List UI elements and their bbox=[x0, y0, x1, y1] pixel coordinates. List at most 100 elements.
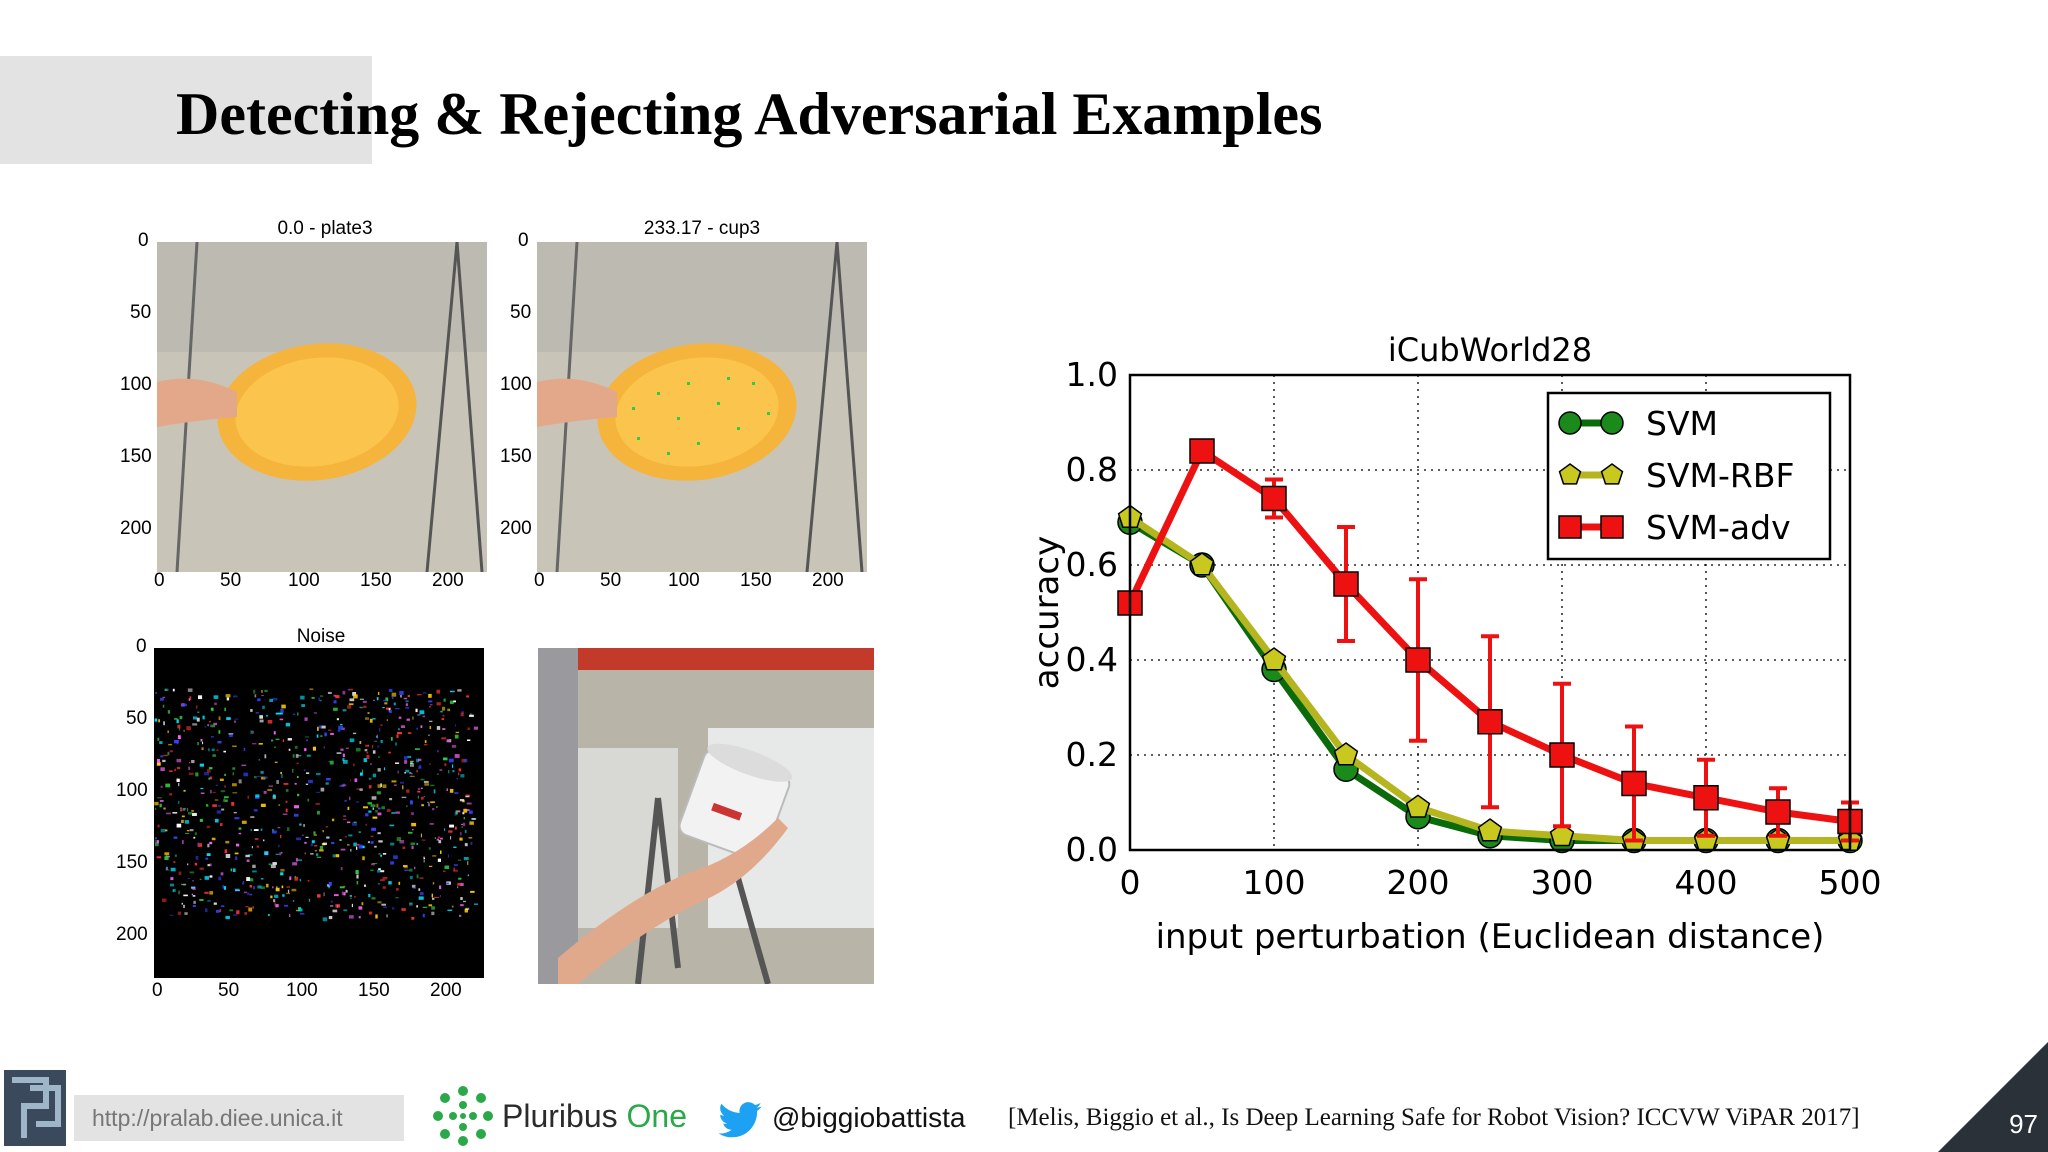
chart-ticks: 0 100 200 300 400 500 0.0 0.2 0.4 0.6 0.8 1.0 bbox=[1066, 355, 1880, 902]
company-name-part2: One bbox=[626, 1098, 687, 1134]
series-svm-adv bbox=[1117, 438, 1863, 843]
ytick: 150 bbox=[116, 852, 148, 873]
x-tick-label: 300 bbox=[1531, 863, 1594, 902]
data-point bbox=[1558, 463, 1582, 485]
image-noise-canvas bbox=[154, 648, 484, 978]
xtick: 100 bbox=[668, 570, 700, 591]
data-point bbox=[1405, 647, 1431, 673]
x-tick-label: 200 bbox=[1387, 863, 1450, 902]
data-point bbox=[1558, 515, 1582, 539]
pluribus-one-logo-text: Pluribus One bbox=[502, 1098, 687, 1135]
chart-ylabel: accuracy bbox=[1027, 536, 1067, 689]
y-tick-label: 0.8 bbox=[1066, 450, 1118, 489]
image-noise: Noise 0 50 100 150 200 0 50 100 150 200 bbox=[116, 626, 496, 1006]
chart-xlabel: input perturbation (Euclidean distance) bbox=[1156, 917, 1825, 957]
citation: [Melis, Biggio et al., Is Deep Learning … bbox=[1008, 1104, 1860, 1131]
ytick: 0 bbox=[518, 230, 529, 251]
data-point bbox=[1600, 463, 1624, 485]
ytick: 50 bbox=[510, 302, 532, 323]
data-point bbox=[1189, 438, 1215, 464]
data-point bbox=[1621, 770, 1647, 797]
xtick: 150 bbox=[358, 980, 390, 1001]
xtick: 200 bbox=[432, 570, 464, 591]
ytick: 50 bbox=[130, 302, 152, 323]
y-tick-label: 1.0 bbox=[1066, 355, 1118, 394]
xtick: 50 bbox=[220, 570, 242, 591]
ytick: 150 bbox=[500, 446, 532, 467]
data-point bbox=[1189, 552, 1215, 576]
ytick: 0 bbox=[136, 636, 147, 657]
x-tick-label: 100 bbox=[1243, 863, 1306, 902]
image-robot-cup bbox=[538, 648, 874, 984]
page-number: 97 bbox=[2009, 1109, 2038, 1139]
y-tick-label: 0.4 bbox=[1066, 640, 1118, 679]
data-point bbox=[1600, 411, 1624, 435]
ytick: 200 bbox=[120, 518, 152, 539]
xtick: 0 bbox=[154, 570, 165, 591]
legend-label: SVM bbox=[1646, 404, 1718, 443]
x-tick-label: 400 bbox=[1675, 863, 1738, 902]
xtick: 150 bbox=[740, 570, 772, 591]
ytick: 100 bbox=[116, 780, 148, 801]
chart-title: iCubWorld28 bbox=[1388, 331, 1592, 369]
image-plate-clean-canvas bbox=[157, 242, 487, 572]
ytick: 150 bbox=[120, 446, 152, 467]
data-point bbox=[1549, 822, 1575, 847]
chart-legend: SVM SVM-RBF SVM-adv bbox=[1546, 391, 1832, 561]
ytick: 200 bbox=[116, 924, 148, 945]
accuracy-chart: 0 100 200 300 400 500 0.0 0.2 0.4 0.6 0.8 1.0 iCubW… bbox=[1027, 331, 1880, 957]
data-point bbox=[1261, 647, 1287, 671]
image-plate-clean: 0.0 - plate3 0 50 100 150 200 0 50 100 1… bbox=[120, 218, 500, 598]
legend-item-svm-adv: SVM-adv bbox=[1558, 508, 1791, 547]
title-band bbox=[0, 56, 372, 164]
chart-frame bbox=[1128, 373, 1852, 852]
twitter-handle[interactable]: @biggiobattista bbox=[772, 1102, 966, 1133]
image-plate-clean-title: 0.0 - plate3 bbox=[277, 218, 373, 239]
legend-label: SVM-RBF bbox=[1646, 456, 1794, 495]
xtick: 50 bbox=[218, 980, 240, 1001]
data-point bbox=[1693, 785, 1719, 811]
slide-title: Detecting & Rejecting Adversarial Exampl… bbox=[176, 81, 1323, 147]
image-plate-adversarial: 233.17 - cup3 0 50 100 150 200 0 50 100 … bbox=[500, 218, 880, 598]
chart-series bbox=[1117, 438, 1863, 854]
pluribus-one-logo-icon bbox=[433, 1086, 493, 1146]
pralab-logo bbox=[4, 1070, 66, 1146]
data-point bbox=[1405, 794, 1431, 818]
xtick: 100 bbox=[286, 980, 318, 1001]
ytick: 200 bbox=[500, 518, 532, 539]
data-point bbox=[1477, 709, 1503, 735]
y-tick-label: 0.0 bbox=[1066, 830, 1118, 869]
twitter-icon bbox=[718, 1102, 762, 1138]
xtick: 50 bbox=[600, 570, 622, 591]
data-point bbox=[1261, 485, 1287, 512]
legend-label: SVM-adv bbox=[1646, 508, 1791, 547]
y-tick-label: 0.6 bbox=[1066, 545, 1118, 584]
data-point bbox=[1558, 411, 1582, 435]
data-point bbox=[1765, 799, 1791, 825]
legend-item-svm: SVM bbox=[1558, 404, 1718, 443]
xtick: 0 bbox=[152, 980, 163, 1001]
ytick: 0 bbox=[138, 230, 149, 251]
xtick: 200 bbox=[812, 570, 844, 591]
x-tick-label: 500 bbox=[1819, 863, 1881, 902]
xtick: 0 bbox=[534, 570, 545, 591]
x-tick-label: 0 bbox=[1120, 863, 1141, 902]
company-name-part1: Pluribus bbox=[502, 1098, 627, 1134]
data-point bbox=[1333, 742, 1359, 766]
y-tick-label: 0.2 bbox=[1066, 735, 1118, 774]
data-point bbox=[1600, 515, 1624, 539]
xtick: 100 bbox=[288, 570, 320, 591]
footer-url[interactable]: http://pralab.diee.unica.it bbox=[74, 1095, 404, 1141]
image-plate-adversarial-canvas bbox=[537, 242, 867, 572]
page-corner bbox=[1938, 1042, 2048, 1152]
ytick: 100 bbox=[500, 374, 532, 395]
legend-item-svm-rbf: SVM-RBF bbox=[1558, 456, 1794, 495]
xtick: 150 bbox=[360, 570, 392, 591]
data-point bbox=[1477, 818, 1503, 842]
image-plate-adversarial-title: 233.17 - cup3 bbox=[643, 218, 761, 239]
image-noise-title: Noise bbox=[296, 626, 346, 647]
ytick: 50 bbox=[126, 708, 148, 729]
data-point bbox=[1549, 742, 1575, 768]
ytick: 100 bbox=[120, 374, 152, 395]
xtick: 200 bbox=[430, 980, 462, 1001]
